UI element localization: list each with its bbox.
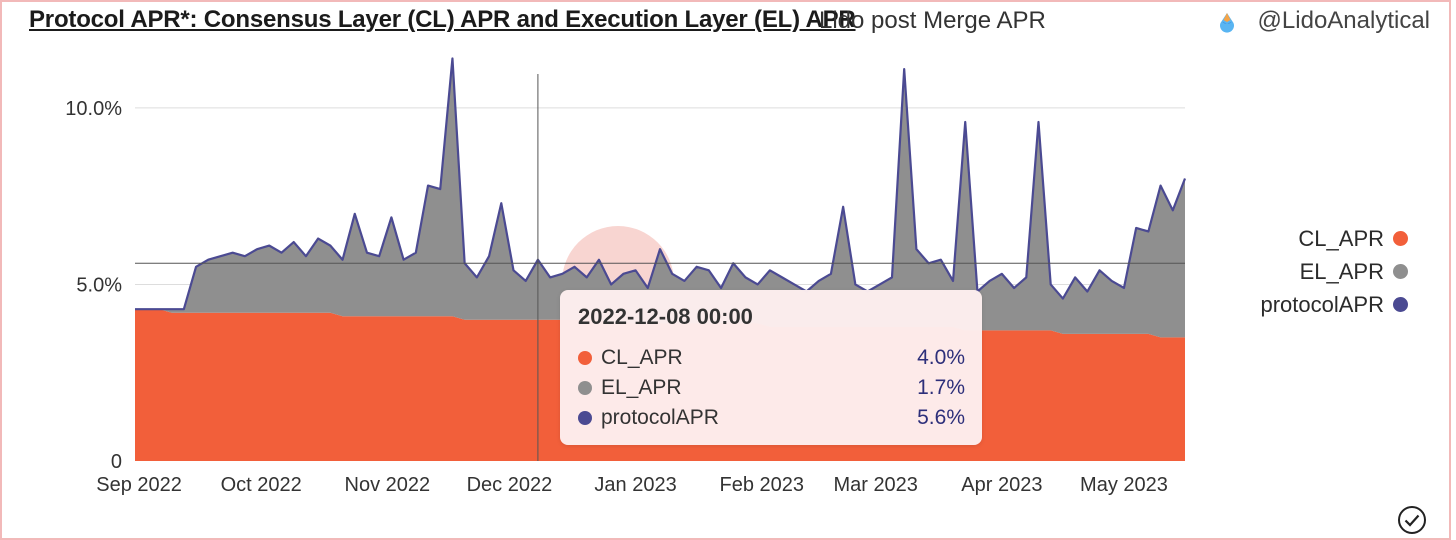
tooltip-dot	[578, 411, 592, 425]
hover-tooltip: 2022-12-08 00:00 CL_APR 4.0% EL_APR 1.7%…	[560, 290, 982, 445]
tooltip-label: CL_APR	[601, 346, 683, 369]
x-tick-label: Nov 2022	[345, 474, 431, 496]
tooltip-label: protocolAPR	[601, 406, 719, 429]
x-tick-label: Apr 2023	[961, 474, 1042, 496]
series-protocolapr-line	[135, 57, 1187, 311]
legend-dot	[1393, 231, 1408, 246]
chart-legend: CL_APR EL_APR protocolAPR	[1260, 222, 1408, 321]
tooltip-value: 4.0%	[917, 346, 965, 369]
tooltip-row-cl: CL_APR 4.0%	[578, 343, 965, 373]
chart-header: Protocol APR*: Consensus Layer (CL) APR …	[29, 6, 1430, 40]
legend-dot	[1393, 264, 1408, 279]
x-tick-label: Feb 2023	[719, 474, 804, 496]
x-tick-label: Oct 2022	[221, 474, 302, 496]
legend-dot	[1393, 297, 1408, 312]
tooltip-value: 5.6%	[917, 406, 965, 429]
tooltip-row-el: EL_APR 1.7%	[578, 373, 965, 403]
legend-label: protocolAPR	[1260, 291, 1384, 317]
tooltip-value: 1.7%	[917, 376, 965, 399]
x-tick-label: Sep 2022	[96, 474, 182, 496]
tooltip-row-protocol: protocolAPR 5.6%	[578, 403, 965, 433]
x-tick-label: Jan 2023	[594, 474, 676, 496]
lido-drop-icon	[1220, 13, 1234, 33]
chart-title[interactable]: Protocol APR*: Consensus Layer (CL) APR …	[29, 6, 856, 33]
x-tick-label: Mar 2023	[833, 474, 918, 496]
tooltip-label: EL_APR	[601, 376, 682, 399]
tooltip-dot	[578, 351, 592, 365]
tooltip-dot	[578, 381, 592, 395]
legend-item-el[interactable]: EL_APR	[1260, 255, 1408, 288]
legend-item-protocol[interactable]: protocolAPR	[1260, 288, 1408, 321]
legend-label: EL_APR	[1299, 258, 1384, 284]
legend-label: CL_APR	[1298, 225, 1384, 251]
legend-item-cl[interactable]: CL_APR	[1260, 222, 1408, 255]
y-tick-label: 10.0%	[65, 98, 122, 120]
x-tick-label: May 2023	[1080, 474, 1168, 496]
tooltip-timestamp: 2022-12-08 00:00	[578, 304, 753, 329]
chart-subtitle: Lido post Merge APR	[819, 7, 1046, 34]
y-tick-label: 0	[111, 451, 122, 473]
author-handle[interactable]: @LidoAnalytical	[1257, 7, 1430, 34]
checkmark-circle-icon[interactable]	[1397, 505, 1427, 535]
y-tick-label: 5.0%	[76, 274, 122, 296]
series-el-area	[135, 58, 1185, 338]
x-tick-label: Dec 2022	[467, 474, 553, 496]
